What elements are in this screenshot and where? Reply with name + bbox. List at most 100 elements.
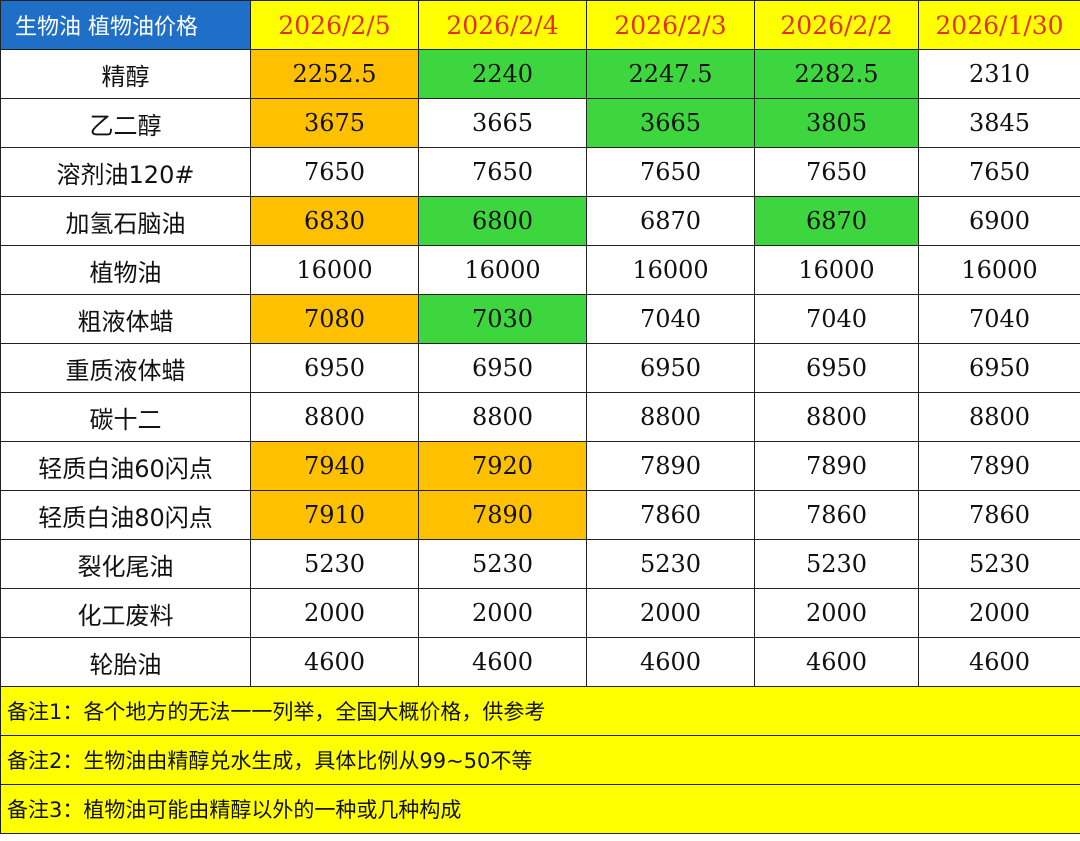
price-cell: 7920 xyxy=(418,441,587,491)
price-cell: 16000 xyxy=(418,245,587,295)
price-cell: 5230 xyxy=(586,539,755,589)
product-name-cell: 裂化尾油 xyxy=(0,539,251,589)
price-cell: 8800 xyxy=(586,392,755,442)
date-header: 2026/2/3 xyxy=(586,0,755,50)
price-cell: 4600 xyxy=(586,637,755,687)
price-cell: 6870 xyxy=(754,196,919,246)
product-name-cell: 加氢石脑油 xyxy=(0,196,251,246)
product-name-cell: 溶剂油120# xyxy=(0,147,251,197)
price-cell: 2000 xyxy=(250,588,419,638)
price-cell: 7910 xyxy=(250,490,419,540)
table-row: 化工废料 2000 2000 2000 2000 2000 xyxy=(0,588,1080,638)
price-cell: 3675 xyxy=(250,98,419,148)
price-cell: 7890 xyxy=(418,490,587,540)
note-row: 备注1：各个地方的无法一一列举，全国大概价格，供参考 xyxy=(0,686,1080,736)
price-cell: 6950 xyxy=(586,343,755,393)
price-cell: 3665 xyxy=(586,98,755,148)
price-cell: 2282.5 xyxy=(754,49,919,99)
price-cell: 8800 xyxy=(754,392,919,442)
price-cell: 7860 xyxy=(918,490,1080,540)
price-cell: 7080 xyxy=(250,294,419,344)
price-cell: 5230 xyxy=(418,539,587,589)
price-cell: 4600 xyxy=(418,637,587,687)
note-text: 备注1：各个地方的无法一一列举，全国大概价格，供参考 xyxy=(0,686,1080,736)
price-cell: 7860 xyxy=(754,490,919,540)
price-cell: 8800 xyxy=(250,392,419,442)
price-cell: 7650 xyxy=(754,147,919,197)
note-text: 备注2：生物油由精醇兑水生成，具体比例从99~50不等 xyxy=(0,735,1080,785)
price-cell: 3845 xyxy=(918,98,1080,148)
note-row: 备注3：植物油可能由精醇以外的一种或几种构成 xyxy=(0,784,1080,834)
price-cell: 6950 xyxy=(754,343,919,393)
product-name-cell: 化工废料 xyxy=(0,588,251,638)
note-row: 备注2：生物油由精醇兑水生成，具体比例从99~50不等 xyxy=(0,735,1080,785)
price-cell: 6950 xyxy=(250,343,419,393)
price-cell: 6830 xyxy=(250,196,419,246)
price-cell: 6800 xyxy=(418,196,587,246)
product-name-cell: 碳十二 xyxy=(0,392,251,442)
date-header: 2026/2/4 xyxy=(418,0,587,50)
price-cell: 4600 xyxy=(754,637,919,687)
price-cell: 7650 xyxy=(918,147,1080,197)
price-cell: 7650 xyxy=(586,147,755,197)
price-cell: 3805 xyxy=(754,98,919,148)
product-name-cell: 轻质白油60闪点 xyxy=(0,441,251,491)
price-cell: 2000 xyxy=(418,588,587,638)
table-row: 乙二醇 3675 3665 3665 3805 3845 xyxy=(0,98,1080,148)
price-cell: 7040 xyxy=(754,294,919,344)
price-cell: 2000 xyxy=(586,588,755,638)
price-cell: 16000 xyxy=(250,245,419,295)
price-cell: 6950 xyxy=(418,343,587,393)
price-cell: 7890 xyxy=(586,441,755,491)
price-cell: 7040 xyxy=(918,294,1080,344)
price-cell: 6950 xyxy=(918,343,1080,393)
price-cell: 7040 xyxy=(586,294,755,344)
price-cell: 7940 xyxy=(250,441,419,491)
price-cell: 7860 xyxy=(586,490,755,540)
price-cell: 7890 xyxy=(754,441,919,491)
price-cell: 2252.5 xyxy=(250,49,419,99)
price-cell: 7650 xyxy=(418,147,587,197)
price-cell: 7030 xyxy=(418,294,587,344)
date-header: 2026/2/5 xyxy=(250,0,419,50)
price-cell: 5230 xyxy=(918,539,1080,589)
price-cell: 5230 xyxy=(250,539,419,589)
note-text: 备注3：植物油可能由精醇以外的一种或几种构成 xyxy=(0,784,1080,834)
price-cell: 16000 xyxy=(586,245,755,295)
price-cell: 7890 xyxy=(918,441,1080,491)
price-cell: 3665 xyxy=(418,98,587,148)
product-name-cell: 轻质白油80闪点 xyxy=(0,490,251,540)
table-row: 裂化尾油 5230 5230 5230 5230 5230 xyxy=(0,539,1080,589)
product-name-cell: 植物油 xyxy=(0,245,251,295)
product-name-cell: 轮胎油 xyxy=(0,637,251,687)
price-cell: 4600 xyxy=(250,637,419,687)
date-header: 2026/1/30 xyxy=(918,0,1080,50)
table-row: 植物油 16000 16000 16000 16000 16000 xyxy=(0,245,1080,295)
table-row: 轮胎油 4600 4600 4600 4600 4600 xyxy=(0,637,1080,687)
price-cell: 2000 xyxy=(754,588,919,638)
table-row: 加氢石脑油 6830 6800 6870 6870 6900 xyxy=(0,196,1080,246)
price-cell: 4600 xyxy=(918,637,1080,687)
table-row: 轻质白油80闪点 7910 7890 7860 7860 7860 xyxy=(0,490,1080,540)
table-title: 生物油 植物油价格 xyxy=(0,0,251,50)
price-cell: 16000 xyxy=(754,245,919,295)
table-row: 溶剂油120# 7650 7650 7650 7650 7650 xyxy=(0,147,1080,197)
price-cell: 8800 xyxy=(918,392,1080,442)
table-row: 轻质白油60闪点 7940 7920 7890 7890 7890 xyxy=(0,441,1080,491)
product-name-cell: 重质液体蜡 xyxy=(0,343,251,393)
product-name-cell: 粗液体蜡 xyxy=(0,294,251,344)
price-cell: 2247.5 xyxy=(586,49,755,99)
price-cell: 6900 xyxy=(918,196,1080,246)
header-row: 生物油 植物油价格 2026/2/5 2026/2/4 2026/2/3 202… xyxy=(0,0,1080,50)
date-header: 2026/2/2 xyxy=(754,0,919,50)
table-row: 粗液体蜡 7080 7030 7040 7040 7040 xyxy=(0,294,1080,344)
table-row: 碳十二 8800 8800 8800 8800 8800 xyxy=(0,392,1080,442)
table-row: 重质液体蜡 6950 6950 6950 6950 6950 xyxy=(0,343,1080,393)
table-row: 精醇 2252.5 2240 2247.5 2282.5 2310 xyxy=(0,49,1080,99)
price-cell: 6870 xyxy=(586,196,755,246)
price-cell: 8800 xyxy=(418,392,587,442)
price-cell: 16000 xyxy=(918,245,1080,295)
price-cell: 7650 xyxy=(250,147,419,197)
product-name-cell: 精醇 xyxy=(0,49,251,99)
